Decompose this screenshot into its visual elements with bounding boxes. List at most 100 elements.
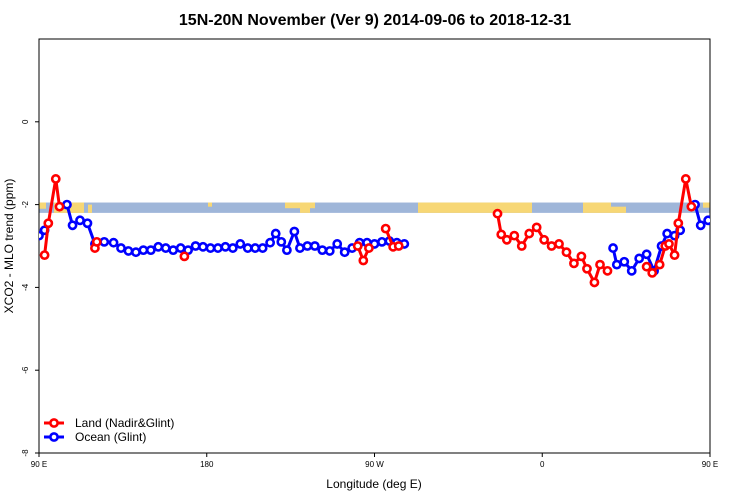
data-point (309, 241, 320, 251)
land-patch (208, 202, 212, 207)
y-tick-label: 0 (21, 119, 30, 124)
data-point (742, 244, 749, 251)
chart-title: 15N-20N November (Ver 9) 2014-09-06 to 2… (179, 12, 571, 29)
series-0 (39, 174, 738, 288)
data-point (281, 245, 292, 256)
data-point (123, 246, 134, 256)
data-point (647, 268, 658, 278)
data-point (302, 241, 313, 251)
data-point (662, 228, 673, 239)
data-point (719, 240, 726, 247)
land-patch (66, 205, 78, 213)
data-point (242, 243, 253, 253)
y-tick-label: -4 (21, 283, 30, 291)
data-point (190, 241, 201, 251)
data-point (179, 251, 190, 262)
data-point (235, 239, 246, 249)
data-point (324, 246, 335, 256)
data-point (50, 174, 61, 184)
land-patch (490, 202, 510, 211)
land-patch (418, 202, 532, 213)
data-point (339, 247, 350, 258)
data-point (664, 239, 674, 249)
data-point (673, 218, 684, 229)
land-patch (583, 202, 611, 213)
data-point (265, 237, 276, 248)
legend-label: Ocean (Glint) (75, 430, 146, 444)
data-point (686, 201, 697, 212)
data-point (576, 251, 587, 262)
data-point (569, 258, 579, 269)
data-point (531, 222, 542, 233)
x-axis: 90 E 180 90 W 0 90 E (31, 453, 718, 469)
data-point (641, 261, 652, 272)
data-point (729, 247, 736, 254)
land-patch (39, 202, 46, 209)
land-patch (88, 204, 92, 213)
background-band (39, 202, 710, 213)
data-point (608, 243, 618, 253)
data-point (380, 223, 391, 234)
data-point (289, 226, 300, 237)
data-point (352, 241, 363, 251)
data-point (160, 243, 171, 253)
data-point (582, 263, 592, 274)
data-point (669, 250, 680, 261)
data-point (393, 241, 404, 251)
data-point (634, 253, 645, 264)
data-point (496, 229, 507, 240)
data-point (524, 228, 535, 239)
data-point (561, 247, 572, 258)
data-point (516, 241, 527, 251)
legend-swatch-marker (49, 418, 59, 428)
legend-label: Land (Nadir&Glint) (75, 416, 174, 430)
series-line (732, 244, 734, 250)
data-point (695, 220, 706, 231)
data-point (712, 220, 719, 227)
data-point (602, 265, 613, 276)
y-axis-label: XCO2 - MLO trend (ppm) (2, 179, 16, 314)
data-point (539, 234, 550, 245)
data-point (595, 259, 605, 270)
data-point (332, 239, 343, 249)
x-tick-label: 180 (200, 460, 214, 469)
data-point (731, 240, 738, 247)
data-point (108, 237, 119, 248)
data-point (43, 218, 54, 229)
data-point (99, 236, 110, 247)
data-point (619, 256, 630, 267)
data-point (250, 243, 261, 253)
y-tick-label: -2 (21, 200, 30, 208)
data-point (138, 245, 149, 256)
series-line (645, 177, 693, 275)
data-point (377, 236, 387, 247)
data-point (703, 215, 710, 226)
data-point (509, 230, 520, 241)
data-point (116, 243, 126, 253)
data-point (153, 241, 164, 252)
data-point (62, 199, 72, 210)
data-point (91, 236, 102, 247)
legend: Land (Nadir&Glint)Ocean (Glint) (44, 416, 174, 444)
x-tick-label: 90 E (702, 460, 718, 469)
data-point (145, 245, 156, 256)
land-patch (703, 202, 710, 208)
data-point (213, 243, 223, 253)
data-point (198, 241, 208, 252)
data-point (54, 201, 65, 212)
y-tick-label: -6 (21, 366, 30, 374)
data-point (501, 234, 512, 245)
data-point (175, 243, 186, 253)
x-axis-label: Longitude (deg E) (326, 477, 421, 491)
data-point (39, 250, 50, 261)
data-point (295, 243, 305, 253)
x-tick-label: 0 (540, 460, 545, 469)
legend-swatch-marker (49, 432, 59, 442)
data-point (82, 218, 93, 229)
data-point (358, 255, 369, 266)
data-point (220, 241, 231, 252)
x-tick-label: 90 E (31, 460, 47, 469)
data-point (270, 228, 281, 239)
data-point (257, 243, 268, 253)
series-line (43, 177, 61, 256)
